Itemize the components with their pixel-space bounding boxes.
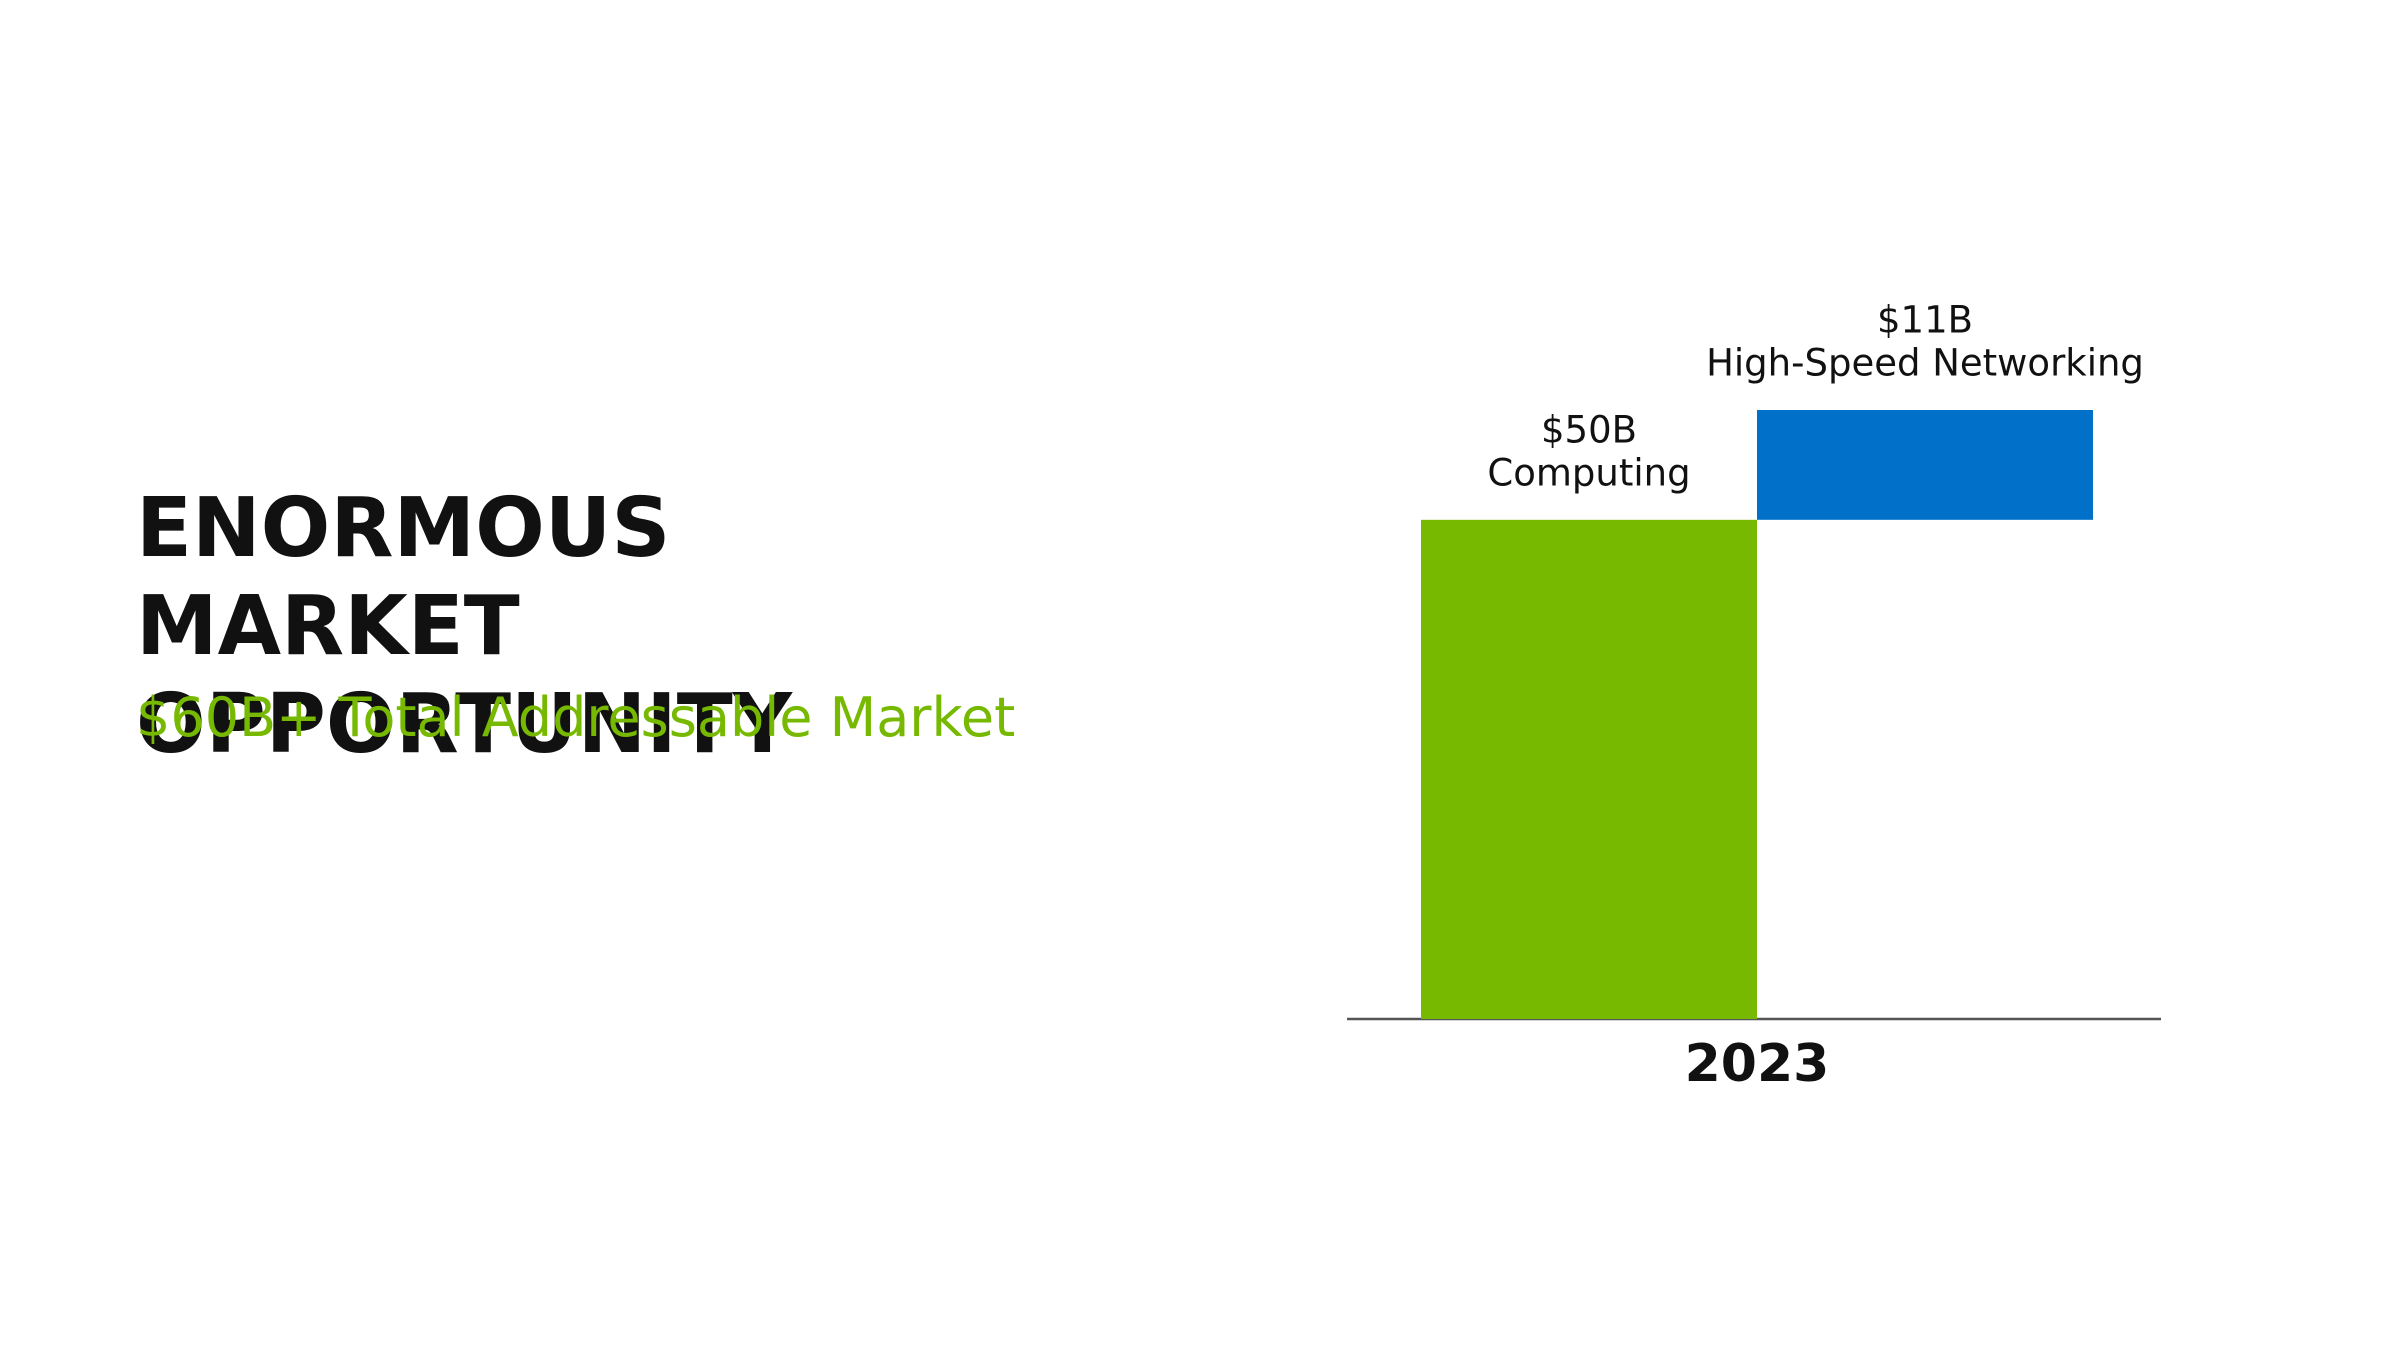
series-label: High-Speed Networking xyxy=(1706,342,2144,385)
chart-subtitle: $60B+ Total Addressable Market xyxy=(136,686,1016,749)
value-label: $50B xyxy=(1541,408,1637,451)
bar xyxy=(1757,410,2093,520)
series-label: Computing xyxy=(1487,451,1690,494)
x-tick-label: 2023 xyxy=(1685,1034,1830,1094)
value-label: $11B xyxy=(1877,299,1973,342)
chart-title: ENORMOUS MARKET OPPORTUNITY xyxy=(136,481,793,772)
bar xyxy=(1421,519,1757,1019)
